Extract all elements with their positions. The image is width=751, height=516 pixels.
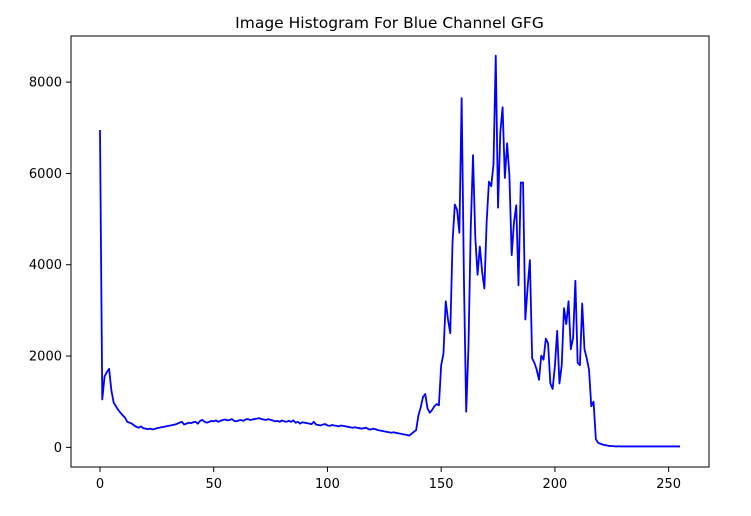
x-tick-label: 100 bbox=[315, 477, 340, 492]
x-tick-label: 200 bbox=[542, 477, 567, 492]
y-axis-ticks: 0 2000 4000 6000 8000 bbox=[29, 76, 71, 456]
series-line-blue bbox=[99, 54, 680, 448]
y-tick-label: 4000 bbox=[29, 258, 62, 273]
y-tick-label: 8000 bbox=[29, 76, 62, 91]
y-tick-label: 2000 bbox=[29, 350, 62, 365]
x-tick-label: 50 bbox=[205, 477, 222, 492]
axes-frame bbox=[70, 35, 710, 468]
y-tick-label: 6000 bbox=[29, 167, 62, 182]
x-tick-label: 0 bbox=[96, 477, 104, 492]
x-tick-label: 150 bbox=[429, 477, 454, 492]
chart-title: Image Histogram For Blue Channel GFG bbox=[235, 14, 544, 32]
x-axis-ticks: 0 50 100 150 200 250 bbox=[96, 467, 681, 492]
x-tick-label: 250 bbox=[656, 477, 681, 492]
y-tick-label: 0 bbox=[54, 441, 62, 456]
